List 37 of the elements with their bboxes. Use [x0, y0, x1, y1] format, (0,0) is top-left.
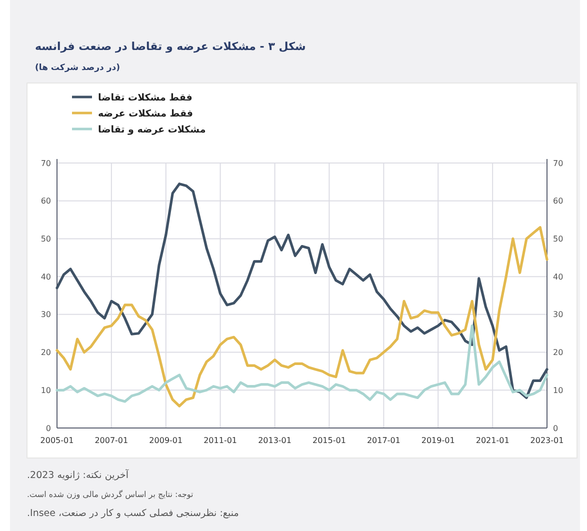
y2-tick-label: 0	[553, 424, 558, 433]
x-tick-label: 2011-01	[204, 436, 238, 445]
line-series	[56, 182, 548, 400]
y-tick-label: 50	[40, 234, 51, 244]
chart-title: شکل ۳ - مشکلات عرضه و تقاضا در صنعت فرانسه	[35, 40, 306, 53]
y-tick-label: 20	[40, 348, 51, 358]
legend-label: مشکلات عرضه و تقاضا	[98, 124, 206, 136]
x-tick-label: 2013-01	[258, 436, 292, 445]
y2-tick-label: 60	[553, 196, 564, 206]
y2-tick-label: 20	[553, 348, 564, 358]
x-tick-label: 2005-01	[40, 436, 74, 445]
y-tick-label: 0	[46, 424, 51, 433]
line-series	[56, 226, 548, 408]
chart-subtitle: (در درصد شرکت ها)	[35, 63, 120, 73]
y2-tick-label: 70	[553, 158, 564, 168]
y-tick-label: 40	[40, 272, 51, 282]
x-tick-label: 2007-01	[94, 436, 128, 445]
line-series	[56, 324, 548, 403]
y2-tick-label: 30	[553, 310, 564, 320]
y-tick-label: 60	[40, 196, 51, 206]
x-tick-label: 2009-01	[149, 436, 183, 445]
y-tick-label: 70	[40, 158, 51, 168]
y-tick-label: 30	[40, 310, 51, 320]
x-tick-label: 2015-01	[312, 436, 346, 445]
x-tick-label: 2023-01	[530, 436, 564, 445]
text: توجه: نتایج بر اساس گردش مالی وزن شده است.	[27, 489, 194, 499]
legend-label: فقط مشکلات تقاضا	[98, 92, 192, 104]
text: منبع: نظرسنجی فصلی کسب و کار در صنعت، Insee.	[27, 508, 239, 519]
x-tick-label: 2017-01	[366, 436, 400, 445]
y2-tick-label: 10	[553, 386, 564, 395]
legend-label: فقط مشکلات عرضه	[98, 108, 194, 120]
y-tick-label: 10	[40, 386, 51, 395]
x-tick-label: 2019-01	[421, 436, 455, 445]
y2-tick-label: 40	[553, 272, 564, 282]
y2-tick-label: 50	[553, 234, 564, 244]
text: آخرین نکته: ژانویه 2023.	[27, 469, 129, 481]
x-tick-label: 2021-01	[476, 436, 510, 445]
